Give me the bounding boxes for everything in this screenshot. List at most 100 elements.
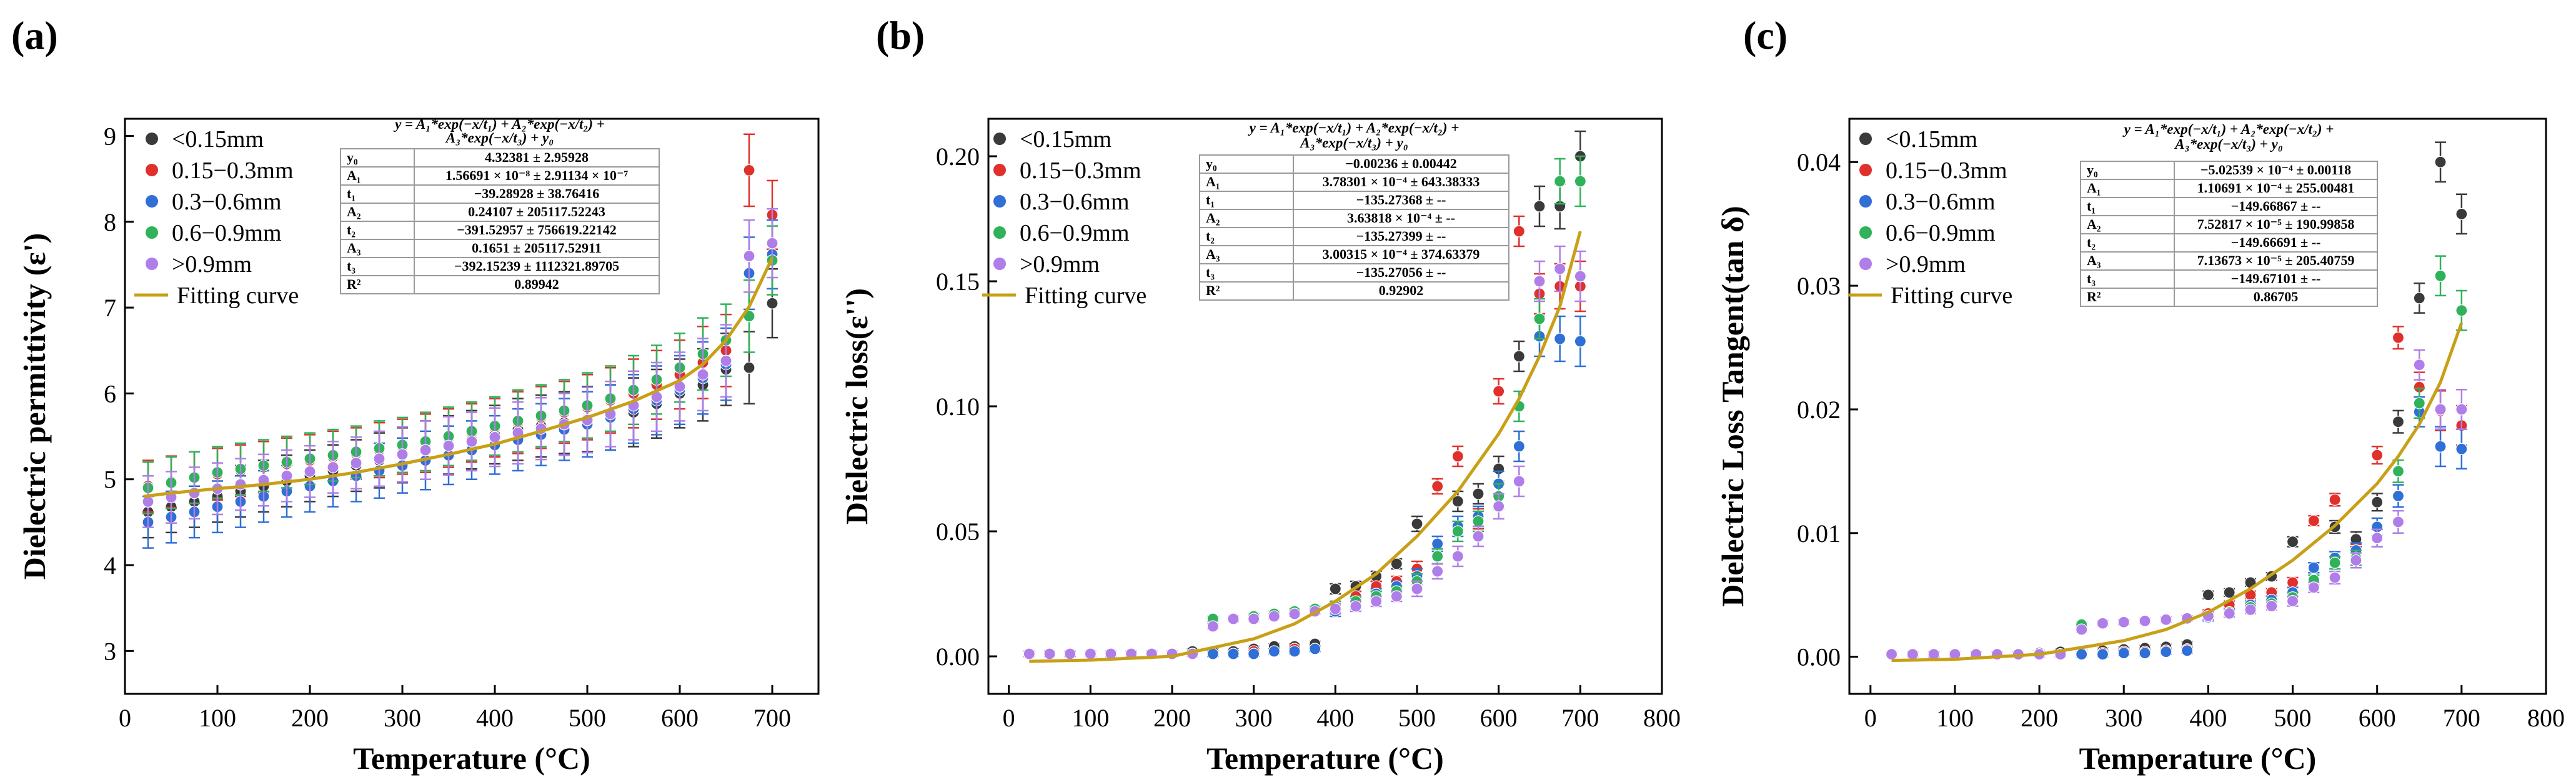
fit-param-name: A₃ [2087,253,2101,268]
data-point [1513,225,1525,238]
y-tick-label: 0.20 [936,143,980,171]
data-point [2413,292,2425,304]
data-point [1513,475,1525,488]
fit-equation: y = A₁*exp(−x/t₁) + A₂*exp(−x/t₂) + [2122,121,2334,137]
data-point [2223,586,2235,599]
data-point [1513,350,1525,363]
x-tick-label: 300 [384,704,421,732]
data-point [1493,385,1505,398]
fit-param-value: 0.86705 [2254,289,2299,304]
y-tick-label: 9 [104,122,116,150]
x-tick-label: 400 [2189,704,2227,732]
fit-param-name: t₁ [2087,198,2096,214]
data-point [2455,403,2468,416]
x-tick-label: 200 [2021,704,2058,732]
data-point [1574,175,1586,188]
series-s03_06 [1023,315,1586,660]
data-point [1248,613,1260,625]
data-point [1885,648,1898,661]
data-point [2307,581,2320,594]
x-tick-label: 700 [753,704,791,732]
data-point [1084,648,1097,660]
y-tick-label: 8 [104,208,116,236]
data-point [2455,208,2468,220]
data-point [766,237,778,249]
data-point [489,431,501,444]
data-point [2076,623,2088,636]
x-tick-label: 300 [2105,704,2142,732]
data-point [1554,333,1566,345]
y-tick-label: 0.15 [936,268,980,296]
x-tick-label: 700 [1561,704,1599,732]
data-point [743,361,755,374]
legend-label: Fitting curve [1025,283,1146,309]
legend-label: 0.3−0.6mm [1020,189,1130,215]
data-point [2434,269,2447,282]
data-point [2307,514,2320,527]
data-point [327,461,339,474]
plot-frame [124,118,820,695]
legend-label: 0.6−0.9mm [172,220,282,246]
data-point [1023,648,1035,660]
x-axis-title: Temperature (°C) [1206,741,1444,776]
legend-marker [1859,164,1872,176]
data-point [1431,550,1444,563]
data-point [743,164,755,176]
data-point [1472,488,1484,500]
x-tick-label: 100 [199,704,236,732]
fit-param-value: −392.15239 ± 1112321.89705 [454,258,619,274]
data-point [350,457,362,469]
data-point [2286,536,2299,548]
legend-label: 0.15−0.3mm [1020,158,1141,184]
legend-label: >0.9mm [172,251,252,278]
data-point [2350,554,2362,566]
fit-param-name: A₃ [1206,246,1220,262]
fit-param-value: 3.63818 × 10⁻⁴ ± -- [1347,210,1455,226]
legend-marker [146,133,158,145]
data-point [2434,440,2447,453]
data-point [1370,595,1383,608]
fit-param-value: 0.89942 [514,276,559,292]
fit-param-name: R² [1206,283,1220,298]
fit-param-value: 1.56691 × 10⁻⁸ ± 2.91134 × 10⁻⁷ [445,168,629,183]
data-point [2286,595,2299,608]
fit-param-value: 7.13673 × 10⁻⁵ ± 205.40759 [2197,253,2355,268]
data-point [2455,443,2468,455]
legend-marker [1859,195,1872,208]
fit-param-value: −39.28928 ± 38.76416 [474,186,600,201]
data-point [2434,156,2447,168]
data-point [1493,500,1505,513]
fit-param-value: −135.27399 ± -- [1356,228,1446,244]
data-point [1390,590,1403,603]
series-s03_06 [1885,396,2468,661]
x-axis-title: Temperature (°C) [2079,741,2317,776]
data-point [2181,644,2194,657]
data-point [1533,313,1546,325]
y-tick-label: 0.04 [1797,148,1841,176]
data-point [1227,648,1240,660]
data-point [2076,648,2088,661]
legend-label: <0.15mm [172,126,264,153]
data-point [304,465,316,478]
data-point [1574,270,1586,283]
data-point [1064,648,1077,660]
fit-param-value: 7.52817 × 10⁻⁵ ± 190.99858 [2197,216,2355,232]
x-tick-label: 800 [1643,704,1681,732]
legend-marker [146,164,158,176]
fit-equation: A₃*exp(−x/t₃) + y₀ [445,130,554,146]
data-point [419,444,432,456]
data-point [2139,647,2151,659]
x-tick-label: 100 [1936,704,1974,732]
data-point [2307,561,2320,574]
x-tick-label: 600 [661,704,699,732]
x-tick-label: 700 [2443,704,2480,732]
x-tick-label: 800 [2527,704,2565,732]
data-point [1533,200,1546,213]
fit-param-value: 3.78301 × 10⁻⁴ ± 643.38333 [1323,174,1480,189]
x-tick-label: 100 [1072,704,1109,732]
data-point [2329,571,2341,584]
x-tick-label: 400 [476,704,514,732]
fit-param-value: −149.67101 ± -- [2231,271,2321,286]
legend-label: >0.9mm [1886,251,1966,278]
x-tick-label: 200 [291,704,329,732]
